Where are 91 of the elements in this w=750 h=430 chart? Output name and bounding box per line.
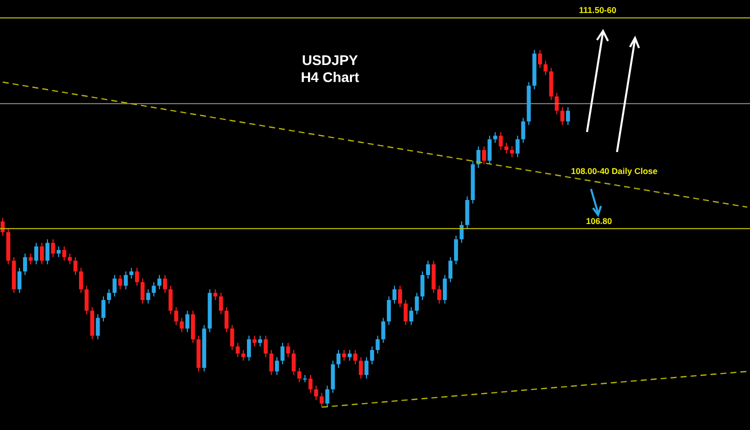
candlestick xyxy=(358,356,363,380)
candlestick xyxy=(107,288,112,304)
candlestick xyxy=(34,242,38,265)
candlestick xyxy=(392,285,396,304)
candlestick xyxy=(45,238,50,265)
candlestick xyxy=(420,270,424,300)
candlestick xyxy=(320,392,324,408)
candlestick xyxy=(236,342,240,358)
candlestick xyxy=(118,274,122,290)
candlestick xyxy=(437,285,442,304)
candlestick xyxy=(51,238,56,258)
candlestick xyxy=(112,274,117,297)
candlestick xyxy=(292,350,296,376)
candlestick xyxy=(218,292,223,315)
candlestick xyxy=(566,106,570,126)
candlestick xyxy=(241,350,246,362)
text: H4 Chart xyxy=(300,69,360,86)
candlestick xyxy=(454,235,458,265)
candlestick xyxy=(213,288,218,300)
candlestick xyxy=(498,132,503,150)
candlestick xyxy=(56,246,61,258)
candlestick xyxy=(336,350,340,368)
candlestick xyxy=(79,267,84,294)
candlestick xyxy=(68,253,72,265)
candlestick xyxy=(426,260,430,280)
candlestick xyxy=(460,220,464,244)
candlestick xyxy=(129,267,134,280)
candlestick xyxy=(314,385,318,400)
candlestick xyxy=(404,300,408,326)
candlestick xyxy=(448,256,452,283)
candlestick xyxy=(493,132,498,144)
candlestick xyxy=(560,106,564,126)
candlestick xyxy=(353,350,358,365)
candlestick xyxy=(325,385,330,408)
candlestick xyxy=(174,306,178,326)
candlestick xyxy=(140,278,145,304)
candlestick xyxy=(554,92,559,115)
candlestick xyxy=(180,317,184,333)
candlestick xyxy=(308,374,313,394)
candlestick xyxy=(168,285,173,315)
candlestick xyxy=(185,310,190,333)
candlestick xyxy=(252,335,257,347)
chart-title: USDJPY xyxy=(300,52,360,69)
annotation: 106.80 xyxy=(586,216,612,226)
candlestick xyxy=(96,314,100,340)
candlestick xyxy=(442,274,447,304)
candlestick xyxy=(504,142,508,154)
candlestick xyxy=(280,342,285,365)
candlestick xyxy=(269,350,274,376)
candlestick xyxy=(476,146,480,168)
candlestick xyxy=(516,135,520,158)
candlestick xyxy=(386,296,391,326)
candlestick xyxy=(488,135,492,165)
candlestick xyxy=(364,356,368,380)
candlestick xyxy=(348,350,352,362)
text: 111.50-60 xyxy=(579,5,616,15)
candlestick xyxy=(370,346,374,365)
candlestick xyxy=(17,267,22,294)
candlestick xyxy=(162,274,167,294)
candlestick xyxy=(409,306,414,326)
candlestick xyxy=(101,296,106,322)
candlestick xyxy=(84,285,89,315)
candlestick xyxy=(376,335,380,354)
candlestick xyxy=(23,253,28,276)
candlestick xyxy=(544,60,548,76)
candlestick xyxy=(286,342,290,358)
candlestick xyxy=(414,292,419,315)
candlestick xyxy=(342,350,346,362)
candlestick xyxy=(510,146,514,158)
candlestick xyxy=(224,306,229,333)
candlestick xyxy=(28,253,33,265)
candlestick xyxy=(230,324,234,350)
candlestick xyxy=(62,246,66,262)
candlestick xyxy=(521,117,526,144)
candlestick xyxy=(40,242,44,265)
candlestick xyxy=(73,256,78,276)
candlestick xyxy=(146,288,150,304)
candlestick xyxy=(124,270,128,290)
candlestick xyxy=(482,146,486,165)
candlestick xyxy=(297,367,302,383)
candlestick xyxy=(152,282,156,297)
candlestick xyxy=(274,356,279,376)
candlestick xyxy=(264,335,268,358)
candlestick xyxy=(246,335,251,362)
candlestick xyxy=(398,285,402,308)
candlestick xyxy=(157,274,162,290)
candlestick xyxy=(381,317,386,344)
candlestick xyxy=(538,50,542,68)
candlestick xyxy=(258,335,262,347)
annotation: 108.00-40 Daily Close xyxy=(571,166,658,176)
candlestick xyxy=(135,267,139,286)
